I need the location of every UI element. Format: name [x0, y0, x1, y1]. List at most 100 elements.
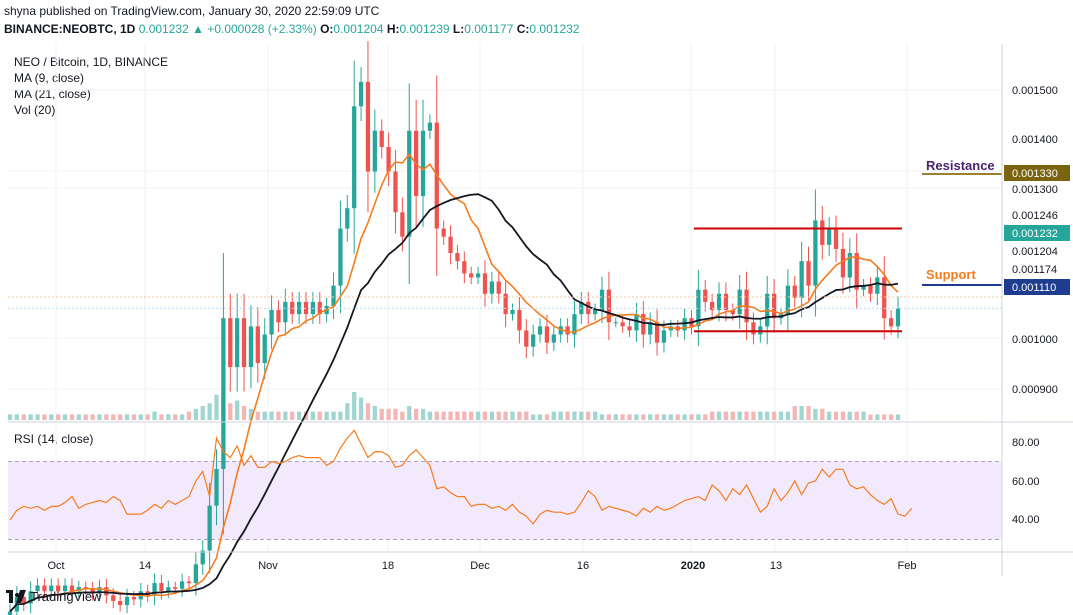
volume-bar-109: [758, 411, 763, 420]
tradingview-logo[interactable]: TradingView: [6, 589, 102, 604]
price-badge-bg-5: [1004, 279, 1070, 295]
volume-bar-11: [83, 414, 88, 420]
volume-bar-70: [489, 411, 494, 420]
candle-body-116: [806, 261, 811, 286]
x-tick-5: 16: [577, 560, 589, 572]
candle-body-37: [262, 334, 267, 364]
y-tick-0: 0.001500: [1012, 85, 1058, 97]
volume-bar-117: [813, 408, 818, 420]
volume-bar-127: [882, 414, 887, 420]
candle-body-13: [97, 587, 102, 594]
volume-bar-30: [214, 394, 219, 420]
volume-bar-14: [104, 414, 109, 420]
volume-bar-33: [235, 400, 240, 420]
low-value: 0.001177: [464, 22, 514, 36]
y-tick-2: 0.001300: [1012, 184, 1058, 196]
open-value: 0.001204: [333, 22, 384, 36]
volume-bar-88: [613, 414, 618, 420]
volume-bar-77: [537, 414, 543, 420]
candle-body-105: [730, 310, 735, 315]
volume-bar-114: [792, 406, 797, 420]
volume-bar-49: [345, 403, 350, 420]
candle-body-61: [427, 122, 433, 131]
volume-bar-125: [868, 414, 873, 420]
candle-body-50: [352, 106, 357, 209]
volume-bar-78: [544, 414, 550, 420]
volume-bar-96: [668, 414, 673, 420]
candle-body-21: [152, 583, 157, 596]
candle-body-51: [358, 81, 364, 107]
volume-bar-19: [138, 414, 143, 420]
candle-body-98: [682, 318, 687, 331]
candle-body-76: [531, 334, 536, 347]
ohlc-bar: BINANCE:NEOBTC, 1D 0.001232 ▲ +0.000028 …: [4, 22, 579, 36]
volume-bar-71: [496, 411, 501, 420]
volume-bar-36: [255, 411, 260, 420]
candle-body-88: [613, 322, 618, 324]
candle-body-14: [104, 587, 109, 596]
candle-body-92: [641, 314, 646, 335]
volume-bar-63: [441, 411, 446, 420]
volume-bar-65: [455, 411, 460, 420]
volume-bar-68: [475, 411, 481, 420]
volume-bar-21: [152, 411, 157, 420]
volume-bar-52: [365, 403, 371, 420]
volume-bar-118: [820, 408, 825, 420]
volume-bar-32: [228, 403, 233, 420]
candle-body-16: [118, 601, 123, 606]
high-value: 0.001239: [399, 22, 450, 36]
volume-bar-98: [682, 414, 687, 420]
symbol-label: BINANCE:NEOBTC, 1D: [4, 22, 136, 36]
candle-body-34: [241, 318, 247, 368]
volume-bar-17: [124, 414, 130, 420]
candle-body-63: [441, 228, 446, 237]
volume-bar-76: [531, 414, 536, 420]
candle-body-64: [448, 236, 453, 253]
close-label: C:: [516, 22, 530, 36]
candle-body-102: [710, 301, 715, 311]
candle-body-4: [35, 585, 40, 592]
volume-bar-60: [420, 408, 426, 420]
volume-bar-61: [427, 411, 433, 420]
volume-bar-45: [317, 411, 322, 420]
candle-body-123: [854, 253, 859, 290]
candle-body-100: [696, 289, 701, 327]
candle-body-22: [159, 583, 164, 592]
price-badge-bg-4: [1004, 261, 1070, 277]
candle-body-18: [131, 596, 137, 600]
y-tick-1: 0.001400: [1012, 134, 1058, 146]
volume-bar-37: [262, 411, 267, 420]
candle-body-125: [868, 285, 873, 294]
candle-body-117: [813, 220, 818, 286]
volume-bar-13: [97, 414, 102, 420]
volume-bar-84: [586, 411, 591, 420]
volume-bar-22: [159, 414, 164, 420]
volume-bar-74: [517, 411, 522, 420]
candle-body-35: [248, 326, 254, 368]
logo-text: TradingView: [30, 589, 102, 604]
candle-body-40: [283, 301, 288, 323]
ma9-legend[interactable]: MA (9, close): [14, 71, 85, 85]
volume-legend[interactable]: Vol (20): [14, 103, 56, 117]
volume-bar-73: [510, 411, 515, 420]
candle-body-75: [524, 330, 529, 347]
candle-body-91: [634, 314, 639, 331]
candle-body-49: [345, 208, 350, 229]
candle-body-6: [49, 585, 54, 592]
volume-bar-86: [599, 414, 605, 420]
candle-body-38: [269, 310, 274, 335]
price-badge-4: 0.001174: [1012, 264, 1057, 276]
volume-bar-100: [696, 414, 701, 420]
volume-bar-119: [827, 411, 832, 420]
volume-bar-5: [42, 414, 47, 420]
volume-bar-48: [338, 411, 343, 420]
volume-bar-113: [785, 411, 790, 420]
candle-body-129: [895, 308, 901, 327]
rsi-line: [9, 429, 913, 525]
volume-bar-42: [296, 411, 302, 420]
candle-body-101: [703, 289, 708, 302]
volume-bar-83: [579, 411, 584, 420]
candle-body-128: [888, 318, 894, 327]
rsi-legend[interactable]: RSI (14, close): [14, 432, 94, 446]
